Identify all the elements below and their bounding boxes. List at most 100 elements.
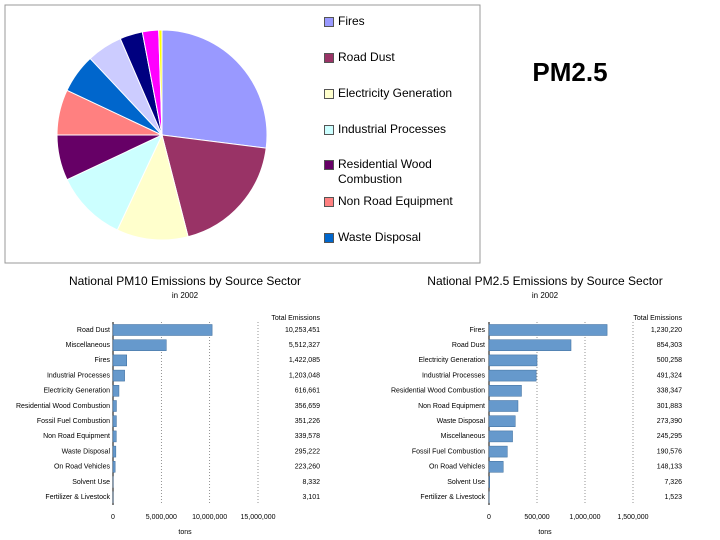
bar (112, 461, 116, 473)
pie-legend: Fires Road Dust Electricity Generation Indu… (320, 6, 478, 263)
category-label: Electricity Generation (43, 388, 110, 395)
value-label: 356,659 (295, 403, 320, 410)
legend-item: Waste Disposal (324, 230, 474, 245)
legend-item: Industrial Processes (324, 122, 474, 137)
bar (112, 339, 167, 351)
category-label: Solvent Use (447, 479, 485, 486)
value-label: 190,576 (657, 448, 682, 455)
value-label: 1,523 (664, 494, 682, 501)
legend-label: Industrial Processes (338, 122, 447, 136)
category-label: On Road Vehicles (54, 464, 111, 471)
x-tick-label: 10,000,000 (192, 514, 227, 521)
value-label: 1,203,048 (289, 372, 320, 379)
category-label: Industrial Processes (47, 372, 111, 379)
value-label: 616,661 (295, 388, 320, 395)
column-header: Total Emissions (271, 315, 320, 322)
value-label: 491,324 (657, 372, 682, 379)
x-tick-label: 5,000,000 (146, 514, 177, 521)
legend-item: Electricity Generation (324, 86, 474, 101)
legend-swatch (324, 160, 334, 170)
bar (488, 385, 522, 397)
legend-item: Road Dust (324, 50, 474, 65)
chart-subtitle: in 2002 (172, 291, 199, 300)
legend-swatch (324, 53, 334, 63)
x-tick-label: 0 (487, 514, 491, 521)
value-label: 10,253,451 (285, 327, 320, 334)
x-tick-label: 15,000,000 (240, 514, 275, 521)
legend-label: Electricity Generation (338, 86, 453, 100)
legend-swatch (324, 17, 334, 27)
legend-swatch (324, 125, 334, 135)
category-label: Electricity Generation (418, 357, 485, 364)
value-label: 223,260 (295, 464, 320, 471)
value-label: 1,230,220 (651, 327, 682, 334)
chart-title: National PM10 Emissions by Source Sector (69, 274, 301, 288)
legend-item: Residential Wood Combustion (324, 157, 474, 187)
bar (112, 354, 127, 367)
bar (488, 324, 608, 336)
category-label: Non Road Equipment (418, 403, 485, 410)
legend-label: Fires (338, 14, 365, 28)
bar (488, 400, 519, 412)
category-label: Waste Disposal (437, 418, 486, 425)
chart-subtitle: in 2002 (532, 291, 559, 300)
bar (488, 461, 504, 473)
value-label: 500,258 (657, 357, 682, 364)
value-label: 148,133 (657, 464, 682, 471)
bar (112, 445, 117, 458)
category-label: Miscellaneous (441, 433, 486, 440)
legend-item: Fires (324, 14, 474, 29)
bar (112, 400, 117, 412)
heading: PM2.5 (532, 57, 607, 87)
legend-label: Residential Wood Combustion (338, 157, 432, 186)
legend-label: Road Dust (338, 50, 395, 64)
pie-slice (158, 29, 163, 136)
x-tick-label: 1,500,000 (617, 514, 648, 521)
value-label: 5,512,327 (289, 342, 320, 349)
value-label: 351,226 (295, 418, 320, 425)
category-label: Fertilizer & Livestock (420, 494, 485, 501)
x-axis-label: tons (538, 529, 552, 536)
value-label: 295,222 (295, 448, 320, 455)
chart-title: National PM2.5 Emissions by Source Secto… (427, 274, 662, 288)
category-label: Fires (94, 357, 110, 364)
bar (112, 324, 213, 336)
x-tick-label: 1,000,000 (569, 514, 600, 521)
value-label: 338,347 (657, 388, 682, 395)
category-label: Industrial Processes (422, 372, 486, 379)
category-label: Residential Wood Combustion (391, 388, 485, 395)
pie-slice (161, 29, 268, 149)
legend-label: Non Road Equipment (338, 194, 453, 208)
category-label: Miscellaneous (66, 342, 111, 349)
category-label: Road Dust (452, 342, 485, 349)
value-label: 245,295 (657, 433, 682, 440)
value-label: 301,883 (657, 403, 682, 410)
legend-swatch (324, 233, 334, 243)
legend-swatch (324, 197, 334, 207)
value-label: 273,390 (657, 418, 682, 425)
value-label: 339,578 (295, 433, 320, 440)
value-label: 8,332 (302, 479, 320, 486)
column-header: Total Emissions (633, 315, 682, 322)
pie-slice (161, 134, 267, 238)
value-label: 7,326 (664, 479, 682, 486)
category-label: Fertilizer & Livestock (45, 494, 110, 501)
category-label: Fossil Fuel Combustion (37, 418, 110, 425)
value-label: 854,303 (657, 342, 682, 349)
pie-slice (66, 133, 164, 231)
category-label: Non Road Equipment (43, 433, 110, 440)
legend-label: Waste Disposal (338, 230, 421, 244)
bar (488, 415, 516, 427)
category-label: Road Dust (77, 327, 110, 334)
category-label: Solvent Use (72, 479, 110, 486)
bar (488, 369, 537, 382)
bar (488, 339, 572, 351)
bar (488, 476, 490, 488)
legend-item: Non Road Equipment (324, 194, 474, 209)
bar (488, 430, 513, 443)
category-label: On Road Vehicles (429, 464, 486, 471)
value-label: 3,101 (302, 494, 320, 501)
x-tick-label: 0 (111, 514, 115, 521)
